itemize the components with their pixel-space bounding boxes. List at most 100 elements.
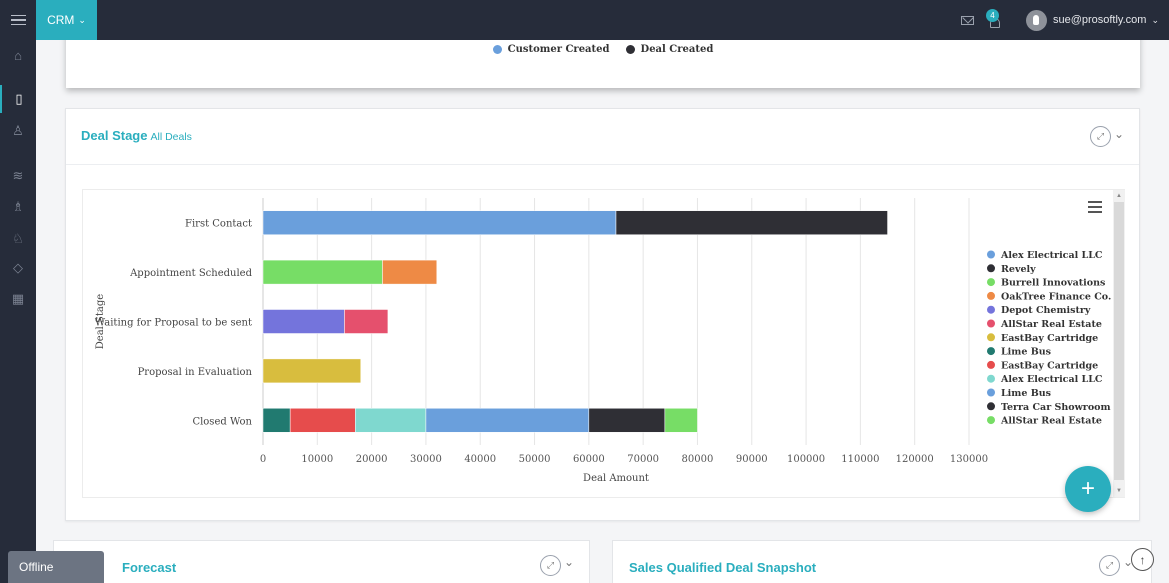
bar-segment[interactable] <box>355 408 427 433</box>
bar-segment[interactable] <box>382 259 438 285</box>
bar-segment[interactable] <box>425 408 590 433</box>
legend-item[interactable]: Customer Created <box>492 44 610 55</box>
expand-icon[interactable]: ⤢ <box>1090 126 1111 147</box>
deal-stage-chart: 0 10000 20000 30000 40000 50000 60000 70000 8000… <box>82 189 1125 498</box>
x-tick-label: 0 <box>260 454 266 465</box>
contact-icon[interactable]: ♘ <box>12 231 24 246</box>
app-name: CRM <box>47 13 75 27</box>
legend-dot <box>987 402 995 411</box>
forecast-card: Forecast ⤢ ⌄ <box>53 540 590 583</box>
legend-dot <box>987 305 995 314</box>
legend-label: Deal Created <box>640 44 714 55</box>
y-category-label: Appointment Scheduled <box>129 268 253 279</box>
legend-dot <box>987 388 995 397</box>
user-email[interactable]: sue@prosoftly.com <box>1052 14 1147 26</box>
chevron-down-icon[interactable]: ⌄ <box>564 555 575 569</box>
hamburger-menu-icon[interactable] <box>0 0 36 40</box>
scrollbar[interactable]: ▲ ▼ <box>1113 190 1125 497</box>
legend-label[interactable]: EastBay Cartridge <box>1001 333 1098 344</box>
bar-segment[interactable] <box>262 259 383 285</box>
x-tick-label: 10000 <box>301 454 333 465</box>
bar-segment[interactable] <box>664 408 698 433</box>
legend-dot <box>987 347 995 356</box>
legend-label[interactable]: Alex Electrical LLC <box>1000 374 1103 385</box>
bar-segment[interactable] <box>289 408 356 433</box>
legend-label[interactable]: Terra Car Showroom <box>1001 402 1111 413</box>
app-switcher-button[interactable]: CRM ⌄ <box>36 0 97 40</box>
users-icon[interactable]: ♗ <box>12 199 24 214</box>
legend-label[interactable]: EastBay Cartridge <box>1001 360 1098 371</box>
expand-icon[interactable]: ⤢ <box>1099 555 1120 576</box>
legend-label[interactable]: Lime Bus <box>1001 347 1051 358</box>
mail-icon[interactable] <box>960 15 974 25</box>
x-tick-label: 60000 <box>573 454 605 465</box>
user-avatar-icon <box>1033 15 1040 25</box>
legend-dot <box>492 45 502 54</box>
legend-dot <box>987 333 995 342</box>
legend-item[interactable]: Deal Created <box>625 44 714 55</box>
legend-dot <box>625 45 635 54</box>
card-header: Deal Stage All Deals ⤢ ⌄ <box>66 109 1139 165</box>
x-tick-label: 40000 <box>464 454 496 465</box>
previous-chart-card: Customer Created Deal Created <box>66 40 1140 88</box>
main-content: Customer Created Deal Created Deal Stage A… <box>36 40 1169 583</box>
scroll-down-icon[interactable]: ▼ <box>1116 488 1122 494</box>
legend-label[interactable]: OakTree Finance Co. <box>1001 291 1111 302</box>
bar-segment[interactable] <box>262 358 362 384</box>
card-title: Sales Qualified Deal Snapshot <box>629 560 817 575</box>
scroll-to-top-icon[interactable]: ↑ <box>1131 548 1154 571</box>
legend-dot <box>987 291 995 300</box>
y-category-label: First Contact <box>185 219 252 230</box>
bar-segment[interactable] <box>615 210 888 235</box>
calendar-icon[interactable]: ▦ <box>11 291 25 306</box>
expand-icon[interactable]: ⤢ <box>540 555 561 576</box>
legend-label[interactable]: Depot Chemistry <box>1001 305 1091 316</box>
legend-label[interactable]: Lime Bus <box>1001 388 1051 399</box>
notifications-button[interactable]: 4 <box>985 9 1004 31</box>
user-icon[interactable]: ♙ <box>12 123 24 138</box>
x-tick-label: 50000 <box>519 454 551 465</box>
card-title-text: Deal Stage <box>81 128 148 143</box>
card-title: Forecast <box>122 560 177 575</box>
legend-dot <box>987 264 995 273</box>
x-tick-label: 130000 <box>950 454 988 465</box>
y-category-label: Closed Won <box>192 416 252 427</box>
chevron-down-icon: ⌄ <box>78 14 86 25</box>
legend-label[interactable]: Burrell Innovations <box>1001 278 1105 289</box>
chevron-down-icon[interactable]: ⌄ <box>1114 127 1125 141</box>
top-right-actions: 4 sue@prosoftly.com ⌄ <box>960 0 1159 40</box>
bar-segment[interactable] <box>344 309 389 334</box>
legend-label[interactable]: Revely <box>1001 264 1036 275</box>
y-category-label: Proposal in Evaluation <box>138 367 253 378</box>
bar-segment[interactable] <box>262 210 617 235</box>
legend-dot <box>987 250 995 259</box>
x-tick-label: 80000 <box>682 454 714 465</box>
scroll-thumb[interactable] <box>1114 202 1124 480</box>
chevron-down-icon[interactable]: ⌄ <box>1151 14 1159 25</box>
card-title: Deal Stage All Deals <box>81 128 192 143</box>
chart-menu-icon[interactable] <box>1088 201 1102 213</box>
card-subtitle[interactable]: All Deals <box>150 131 192 143</box>
legend-dot <box>987 360 995 369</box>
y-axis-title: Deal Stage <box>95 294 106 350</box>
bar-segment[interactable] <box>262 408 291 433</box>
deal-stage-card: Deal Stage All Deals ⤢ ⌄ 0 10000 20000 30000… <box>65 108 1140 521</box>
legend-label[interactable]: Alex Electrical LLC <box>1000 250 1103 261</box>
add-button[interactable]: + <box>1065 466 1111 512</box>
legend-label[interactable]: AllStar Real Estate <box>1000 319 1102 330</box>
x-tick-label: 110000 <box>841 454 879 465</box>
x-tick-label: 120000 <box>896 454 934 465</box>
layers-icon[interactable]: ≋ <box>12 168 24 183</box>
scroll-up-icon[interactable]: ▲ <box>1116 193 1122 199</box>
avatar[interactable] <box>1025 9 1047 31</box>
x-axis-title: Deal Amount <box>583 473 649 484</box>
tablet-icon[interactable]: ▯ <box>0 85 36 113</box>
legend-label[interactable]: AllStar Real Estate <box>1000 416 1102 427</box>
chevron-down-icon[interactable]: ⌄ <box>1123 555 1134 569</box>
bar-segment[interactable] <box>262 309 345 334</box>
bar-segment[interactable] <box>588 408 666 433</box>
legend-dot <box>987 319 995 328</box>
home-icon[interactable]: ⌂ <box>14 47 22 63</box>
diamond-icon[interactable]: ◇ <box>13 260 23 275</box>
notification-badge: 4 <box>985 9 999 22</box>
